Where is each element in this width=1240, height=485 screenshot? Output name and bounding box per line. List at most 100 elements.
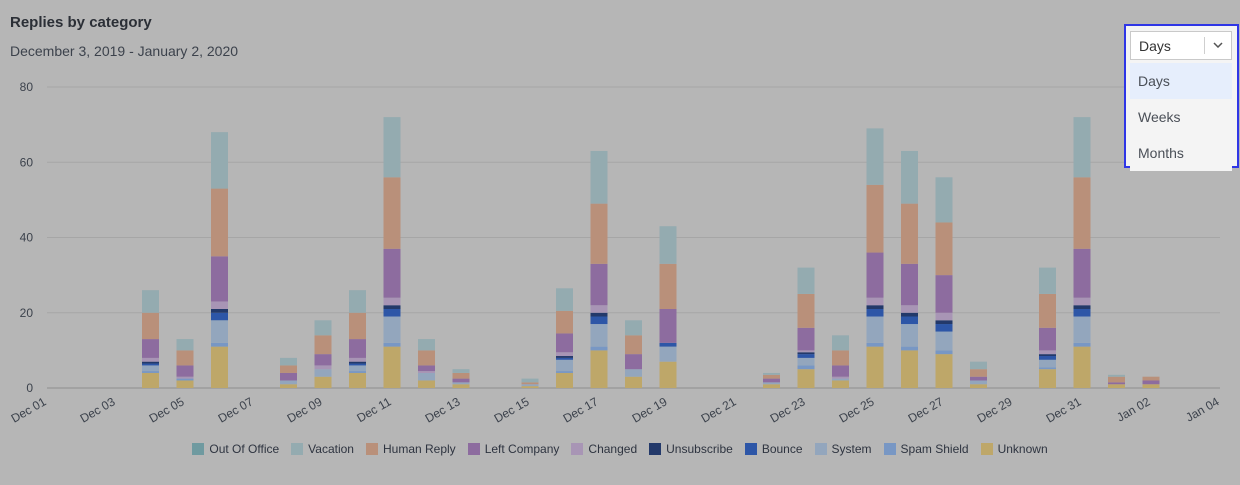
bar-segment — [280, 357, 297, 366]
bar-segment — [211, 320, 228, 343]
bar-segment — [625, 369, 642, 377]
legend-label: Left Company — [484, 442, 560, 456]
bar-segment — [935, 177, 953, 223]
legend-item[interactable]: Left Company — [467, 442, 560, 456]
bar-segment — [142, 357, 159, 362]
bar-segment — [797, 354, 815, 358]
option-days[interactable]: Days — [1130, 63, 1232, 99]
bar-segment — [1108, 382, 1125, 385]
y-tick-label: 40 — [20, 231, 34, 245]
bar-segment — [659, 361, 677, 388]
legend-swatch — [291, 443, 304, 455]
bar-segment — [659, 308, 677, 343]
legend-item[interactable]: System — [814, 442, 872, 456]
bar-segment — [280, 380, 297, 385]
bar-segment — [556, 310, 573, 334]
bar-segment — [832, 350, 849, 366]
legend-swatch — [365, 443, 378, 455]
legend-swatch — [571, 443, 584, 455]
bar-segment — [797, 293, 815, 328]
x-tick-label: Dec 05 — [147, 394, 187, 425]
legend-item[interactable]: Unsubscribe — [649, 442, 733, 456]
bar-segment — [1142, 380, 1160, 385]
x-tick-label: Dec 27 — [906, 394, 946, 425]
chart-title: Replies by category — [10, 14, 152, 31]
y-tick-label: 20 — [20, 306, 34, 320]
bar-segment — [142, 339, 159, 358]
legend-item[interactable]: Out Of Office — [192, 442, 279, 456]
x-tick-label: Dec 25 — [837, 394, 877, 425]
legend-label: Unknown — [997, 442, 1048, 456]
y-tick-label: 80 — [20, 80, 34, 94]
bar-segment — [970, 369, 987, 377]
bar-segment — [659, 346, 677, 362]
bar-segment — [314, 335, 332, 355]
bar-segment — [1108, 384, 1125, 388]
bar-segment — [797, 267, 815, 294]
bar-segment — [521, 382, 539, 385]
bar-segment — [176, 339, 194, 351]
bar-segment — [349, 363, 366, 366]
legend-swatch — [883, 443, 896, 455]
bar-segment — [556, 359, 573, 372]
bar-segment — [625, 335, 642, 355]
bar-segment — [866, 252, 884, 298]
legend-item[interactable]: Vacation — [291, 442, 354, 456]
legend-item[interactable]: Human Reply — [365, 442, 456, 456]
bar-segment — [659, 342, 677, 347]
option-months[interactable]: Months — [1138, 145, 1184, 161]
bar-segment — [556, 372, 573, 388]
bar-segment — [763, 382, 780, 385]
bar-segment — [763, 384, 780, 388]
bar-segment — [211, 346, 228, 388]
bar-segment — [349, 290, 366, 313]
bar-segment — [832, 376, 849, 379]
bar-segment — [625, 354, 642, 370]
granularity-select[interactable]: Days — [1130, 31, 1232, 60]
bar-segment — [452, 382, 470, 385]
bar-segment — [1142, 376, 1160, 381]
legend-label: Human Reply — [382, 442, 456, 456]
bar-segment — [1039, 367, 1056, 370]
bar-segment — [590, 324, 608, 347]
x-tick-label: Jan 02 — [1114, 394, 1152, 424]
bar-segment — [1142, 384, 1160, 388]
bar-segment — [176, 365, 194, 377]
x-tick-label: Jan 04 — [1183, 394, 1221, 424]
option-weeks[interactable]: Weeks — [1138, 109, 1181, 125]
bar-segment — [211, 301, 228, 309]
bar-segment — [383, 342, 401, 347]
bar-segment — [176, 350, 194, 366]
bar-segment — [1073, 177, 1091, 249]
legend-swatch — [467, 443, 480, 455]
bar-segment — [383, 297, 401, 306]
bar-segment — [521, 378, 539, 383]
bar-segment — [935, 312, 953, 321]
bar-segment — [832, 365, 849, 377]
bar-segment — [866, 346, 884, 388]
x-tick-label: Dec 29 — [975, 394, 1015, 425]
bar-segment — [176, 376, 194, 379]
granularity-menu: Days Weeks Months — [1130, 63, 1232, 171]
legend-item[interactable]: Unknown — [980, 442, 1048, 456]
x-tick-label: Dec 15 — [492, 394, 532, 425]
bar-segment — [901, 324, 918, 347]
bar-segment — [142, 312, 159, 340]
chevron-down-icon[interactable] — [1205, 40, 1231, 51]
granularity-dropdown[interactable]: Days Days Weeks Months — [1124, 24, 1239, 171]
bar-segment — [625, 320, 642, 336]
bar-segment — [280, 384, 297, 388]
legend-item[interactable]: Bounce — [744, 442, 803, 456]
bar-segment — [1108, 374, 1125, 377]
legend-label: Unsubscribe — [666, 442, 733, 456]
bar-segment — [452, 372, 470, 379]
bar-segment — [866, 342, 884, 347]
bar-segment — [590, 316, 608, 325]
legend-item[interactable]: Spam Shield — [883, 442, 969, 456]
bar-segment — [314, 376, 332, 388]
bar-segment — [797, 357, 815, 366]
bar-segment — [797, 352, 815, 355]
legend-item[interactable]: Changed — [571, 442, 637, 456]
bar-segment — [1073, 305, 1091, 309]
bar-segment — [901, 203, 918, 264]
